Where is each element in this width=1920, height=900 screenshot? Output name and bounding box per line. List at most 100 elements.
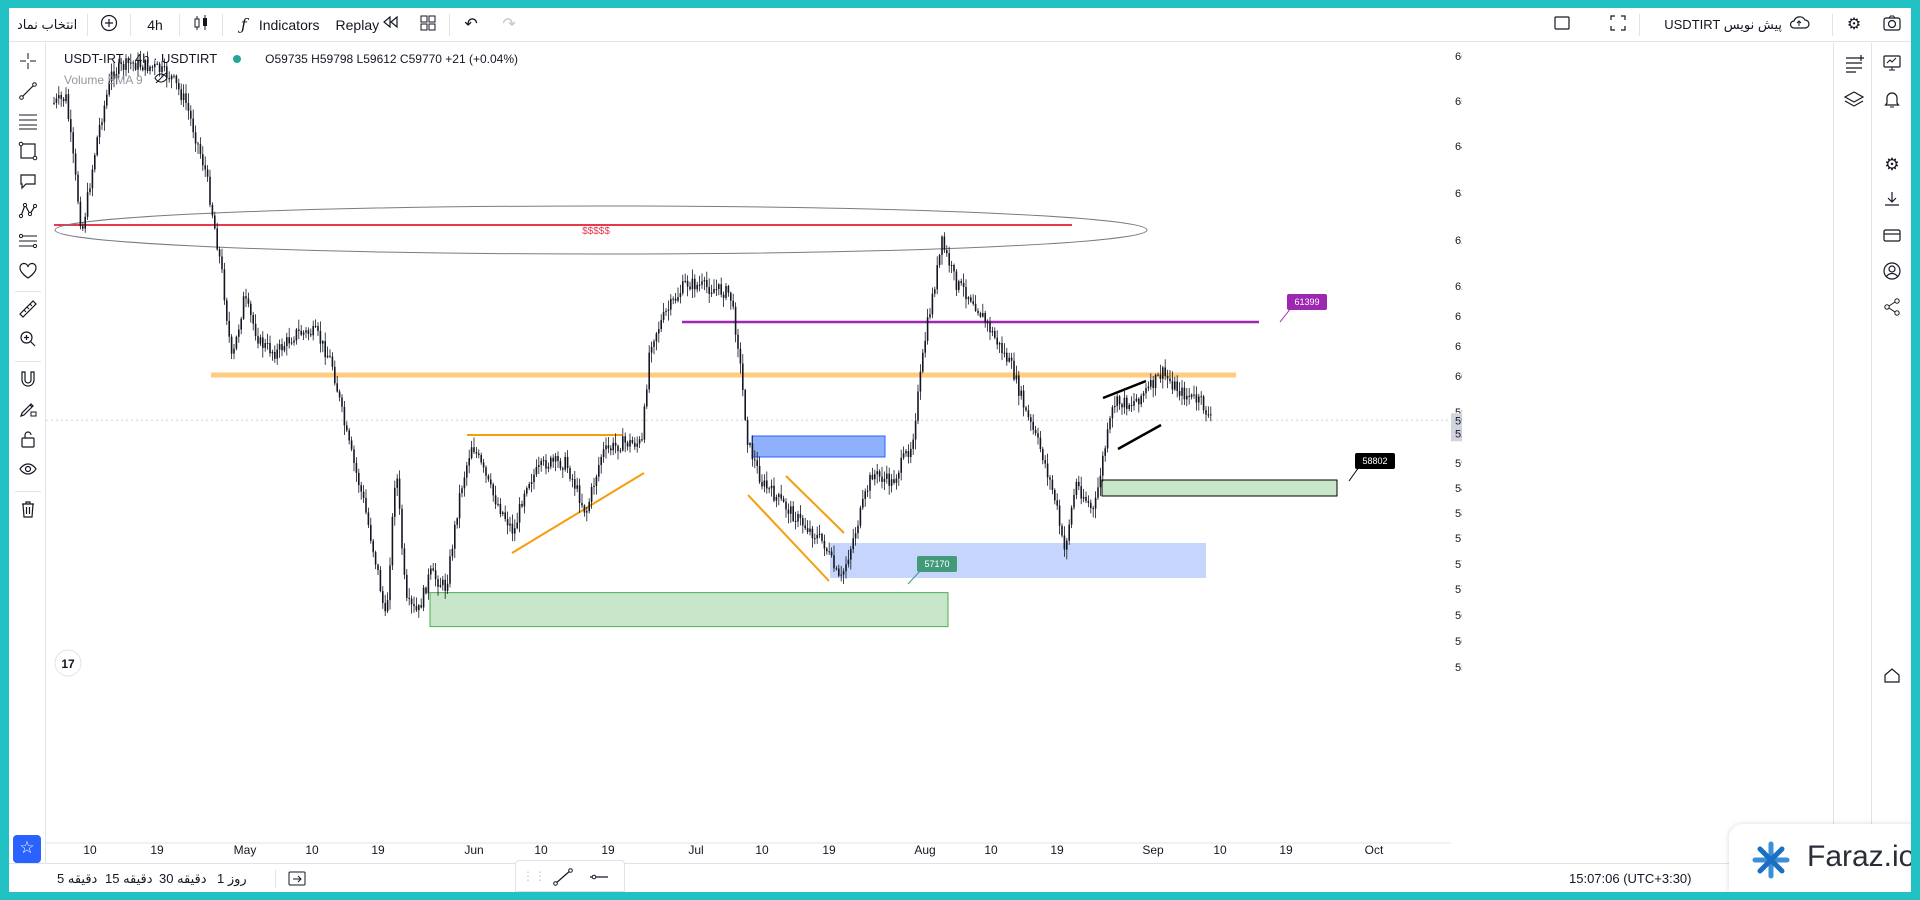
favorites-star-icon[interactable]: ☆	[13, 835, 41, 863]
lock-draw-icon[interactable]	[15, 399, 41, 425]
candle-body	[118, 62, 120, 75]
crosshair-icon[interactable]	[15, 51, 41, 77]
redo-button[interactable]: ↷	[490, 8, 528, 42]
unlock-icon[interactable]	[15, 429, 41, 455]
layers-icon[interactable]	[1842, 89, 1866, 113]
candle-body	[660, 319, 662, 330]
trash-icon[interactable]	[15, 499, 41, 525]
candle-body	[302, 332, 305, 335]
layout-button[interactable]	[409, 8, 447, 42]
timeframe-30m-button[interactable]: دقیقه 30	[159, 871, 207, 886]
fullscreen-button[interactable]	[1599, 8, 1637, 42]
eye-icon[interactable]	[15, 459, 41, 485]
undo-button[interactable]: ↶	[452, 8, 490, 42]
heart-icon[interactable]	[15, 261, 41, 287]
price-chart[interactable]: 66000 65200 64400 63600 62800 62000 61500 61000…	[46, 43, 1462, 863]
monitor-icon[interactable]	[1880, 53, 1904, 77]
text-icon[interactable]	[15, 171, 41, 197]
candle-body	[449, 556, 451, 584]
timeframe-5m-button[interactable]: دقیقه 5	[57, 871, 98, 886]
share-icon[interactable]	[1880, 297, 1904, 321]
symbol-select-button[interactable]: انتخاب نماد	[17, 16, 78, 32]
clock-display[interactable]: 15:07:06 (UTC+3:30)	[1569, 871, 1692, 886]
zoom-icon[interactable]	[15, 329, 41, 355]
time-tick-label: Sep	[1142, 843, 1164, 857]
watchlist-icon[interactable]	[1842, 53, 1866, 77]
ruler-icon[interactable]	[15, 299, 41, 325]
indicators-button[interactable]: ƒ Indicators	[225, 8, 328, 42]
price-tick-label: 62000	[1455, 281, 1462, 293]
candle-body	[396, 478, 398, 488]
candle-body	[161, 66, 163, 72]
candle-body	[778, 494, 780, 497]
replay-button[interactable]: Replay	[328, 8, 410, 42]
user-icon[interactable]	[1880, 261, 1904, 285]
snapshot-button[interactable]	[1873, 8, 1911, 42]
candle-body	[53, 102, 55, 104]
candle-body	[605, 445, 607, 450]
candle-body	[737, 334, 739, 349]
save-layout-button[interactable]: USDTIRT پیش نویس	[1656, 8, 1818, 42]
candle-body	[634, 442, 636, 447]
candle-body	[334, 366, 336, 384]
divider	[178, 13, 180, 36]
candle-body	[773, 485, 775, 501]
candle-body	[1130, 404, 1133, 406]
candle-body	[1171, 381, 1174, 390]
candle-body	[902, 453, 905, 458]
candle-body	[336, 383, 338, 392]
candle-body	[554, 456, 557, 462]
candle-body	[420, 605, 422, 608]
candle-body	[1188, 395, 1190, 397]
candle-body	[547, 466, 550, 469]
candle-body	[838, 568, 840, 576]
candle-body	[154, 63, 156, 68]
candle-body	[691, 278, 694, 290]
candle-body	[1013, 360, 1015, 380]
candle-body	[876, 471, 878, 475]
candle-body	[953, 264, 955, 272]
eye-hidden-icon[interactable]	[154, 72, 168, 87]
price-tick-label: 59900	[1455, 407, 1462, 419]
candle-body	[1154, 374, 1157, 389]
timeframe-15m-button[interactable]: دقیقه 15	[105, 871, 153, 886]
candle-body	[533, 474, 535, 483]
candle-body	[98, 124, 101, 138]
rectangle-tool-icon[interactable]	[15, 141, 41, 167]
candle-body	[1044, 460, 1046, 464]
app-side-toolbar: ⚙	[1871, 43, 1911, 863]
settings-button[interactable]: ⚙	[1835, 8, 1873, 42]
candle-body	[1034, 429, 1037, 434]
candle-body	[149, 66, 151, 72]
horizontal-line-icon[interactable]	[588, 867, 610, 892]
alert-icon[interactable]	[1880, 89, 1904, 113]
add-symbol-button[interactable]	[90, 8, 128, 42]
timeframe-1d-button[interactable]: روز 1	[217, 871, 247, 886]
card-icon[interactable]	[1880, 225, 1904, 249]
candle-body	[490, 479, 492, 485]
candles-icon	[190, 14, 212, 36]
time-tick-label: 19	[150, 843, 164, 857]
fib-icon[interactable]	[15, 111, 41, 137]
settings-icon[interactable]: ⚙	[1884, 155, 1900, 174]
trendline-icon[interactable]	[15, 81, 41, 107]
candle-body	[319, 330, 322, 344]
forecast-icon[interactable]	[15, 231, 41, 257]
date-range-button[interactable]	[287, 869, 307, 890]
home-icon[interactable]	[1880, 665, 1904, 689]
pattern-icon[interactable]	[15, 201, 41, 227]
rectangle-button[interactable]	[1543, 8, 1581, 42]
candle-body	[1003, 352, 1006, 354]
candle-body	[1190, 394, 1193, 397]
trendline-icon[interactable]	[552, 867, 574, 892]
chart-type-button[interactable]	[182, 8, 220, 42]
layout-icon	[417, 14, 439, 36]
drag-handle-icon[interactable]: ⋮⋮	[522, 869, 546, 883]
timeframe-button[interactable]: 4h	[147, 16, 163, 33]
volume-indicator-label[interactable]: Volume SMA 9	[64, 72, 168, 87]
candle-body	[235, 336, 238, 349]
candle-body	[982, 313, 984, 317]
magnet-icon[interactable]	[15, 369, 41, 395]
download-icon[interactable]	[1880, 189, 1904, 213]
candle-body	[701, 281, 703, 285]
